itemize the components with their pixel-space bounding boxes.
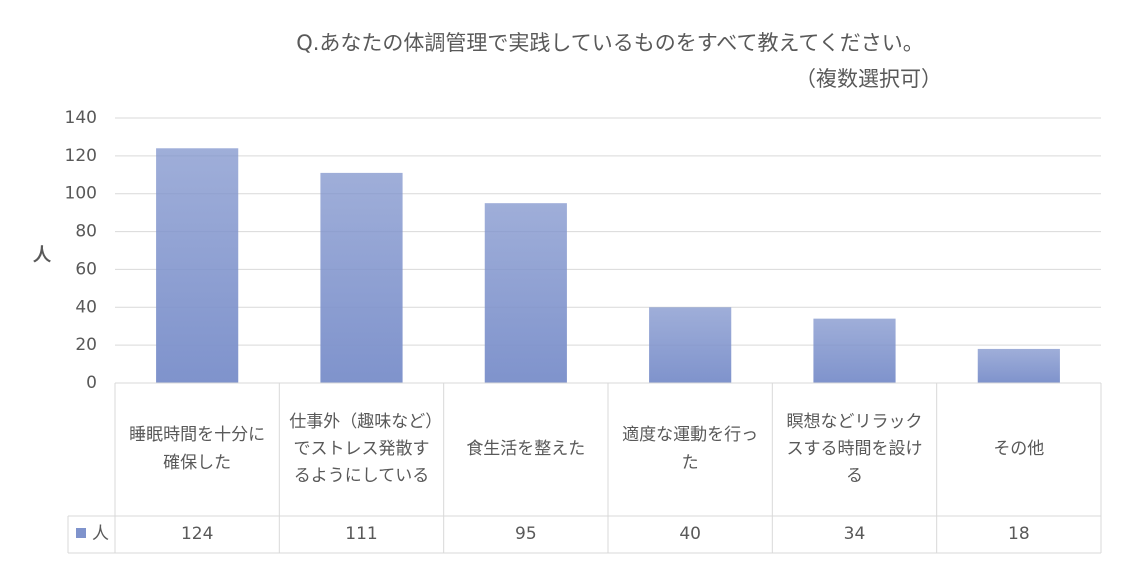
legend-label: 人 [92,524,109,544]
y-tick-label: 120 [65,146,97,166]
y-tick-label: 40 [75,297,97,317]
bar [484,203,567,383]
y-tick-label: 60 [75,259,97,279]
legend-swatch [76,528,86,538]
chart-title: Q.あなたの体調管理で実践しているものをすべて教えてください。 [296,31,924,55]
y-axis-title: 人 [33,245,52,266]
category-label: 食生活を整えた [466,438,586,459]
y-tick-label: 20 [75,335,97,355]
bar [649,307,732,383]
value-label: 18 [1008,523,1030,544]
value-label: 40 [679,523,701,544]
value-label: 111 [345,523,378,544]
category-label: 仕事外（趣味など）でストレス発散するようにしている [289,411,434,487]
value-label: 34 [843,523,866,544]
bar [813,318,896,383]
category-label: 適度な運動を行った [622,425,759,473]
chart-subtitle: （複数選択可） [795,67,942,91]
y-tick-label: 0 [86,373,97,393]
value-label: 124 [180,523,214,544]
value-label: 95 [515,523,537,544]
bar [156,148,239,383]
category-label: 瞑想などリラックスする時間を設ける [786,411,923,487]
bar [320,172,403,383]
category-label: 睡眠時間を十分に確保した [129,425,266,473]
y-tick-label: 100 [65,184,97,204]
y-tick-label: 140 [65,108,97,128]
category-label: その他 [993,438,1045,459]
bar [977,348,1060,383]
y-tick-label: 80 [75,222,97,242]
